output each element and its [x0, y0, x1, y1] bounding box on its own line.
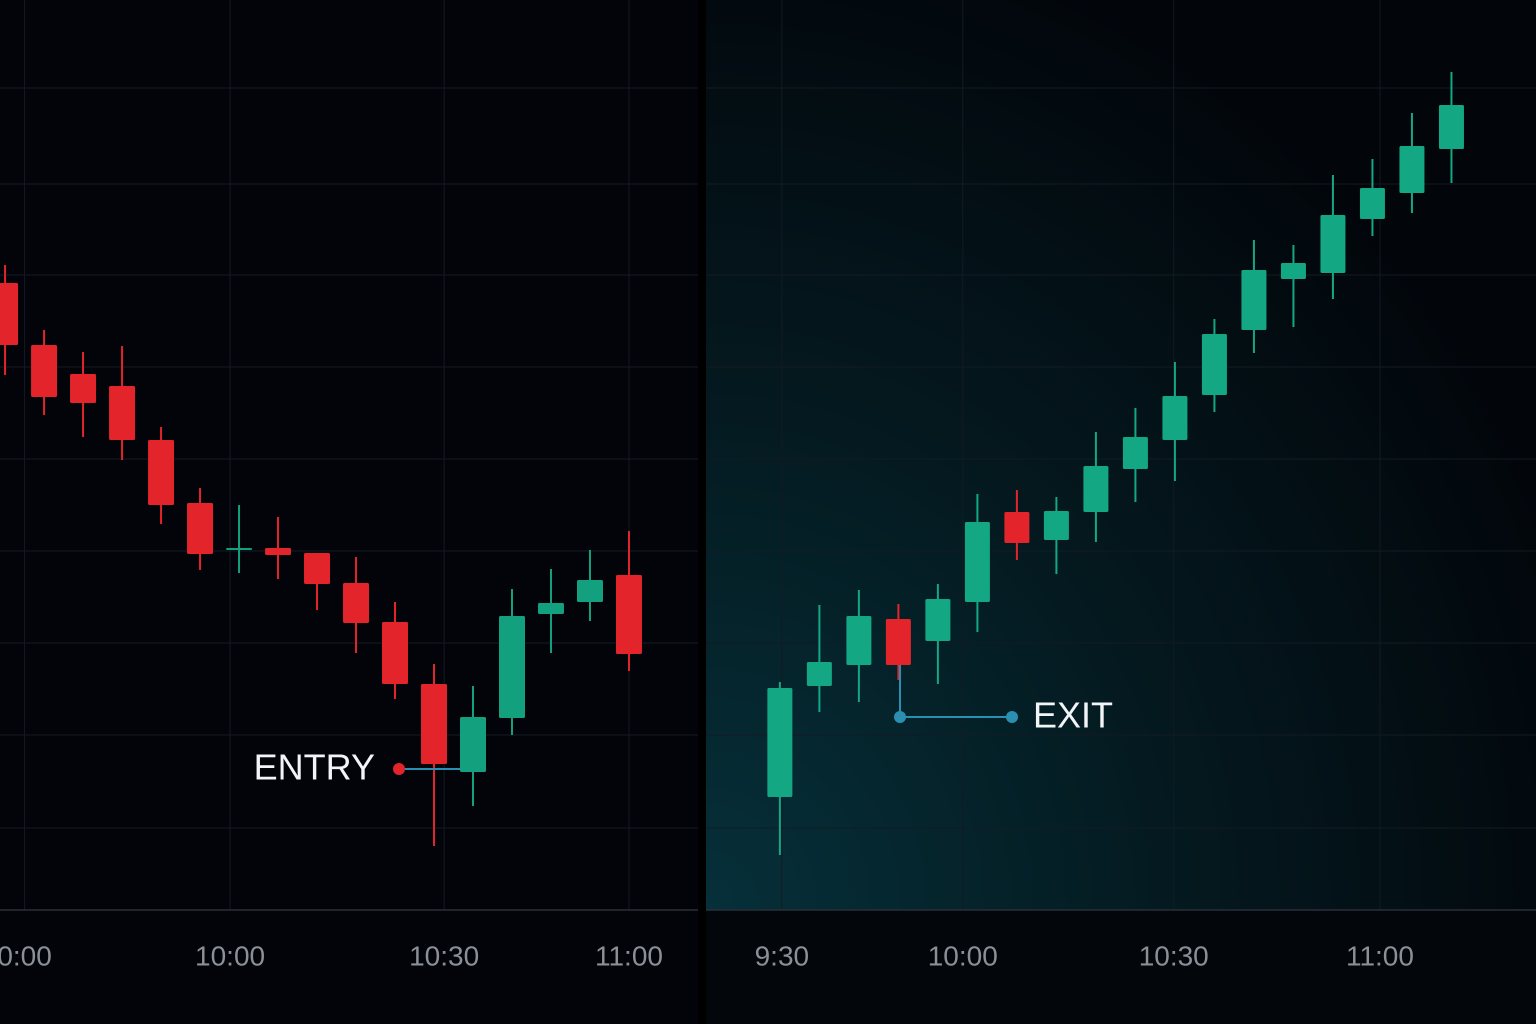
candle-body	[70, 374, 97, 403]
candle-body	[460, 717, 487, 772]
candle-body	[148, 440, 175, 505]
candle-body	[537, 603, 564, 614]
x-tick-label: 9:30	[755, 940, 810, 971]
candle-body	[498, 616, 525, 718]
candle-body	[1043, 511, 1069, 540]
candle-body	[304, 553, 331, 584]
x-tick-label: 0:00	[0, 940, 52, 971]
x-tick-label: 10:00	[928, 940, 998, 971]
candle-body	[1438, 105, 1464, 149]
x-tick-label: 10:30	[1139, 940, 1209, 971]
candle-body	[343, 583, 370, 623]
candle-body	[806, 662, 832, 686]
candle-body	[1320, 215, 1346, 273]
candle-body	[615, 575, 642, 654]
entry-dot	[393, 763, 405, 775]
exit-dot	[894, 711, 906, 723]
candle-body	[1241, 270, 1267, 330]
entry-label: ENTRY	[254, 747, 375, 788]
left-chart: 0:00 10:00 10:30 11:00	[0, 0, 698, 971]
candle-body	[109, 386, 136, 440]
x-tick-label: 10:00	[195, 940, 265, 971]
candle-body	[1083, 466, 1109, 512]
candle-body	[1280, 263, 1306, 279]
candle-body	[846, 616, 872, 665]
x-tick-label: 11:00	[1346, 940, 1414, 971]
candle-body	[1004, 512, 1030, 543]
candle-body	[1399, 146, 1425, 193]
x-tick-label: 10:30	[409, 940, 479, 971]
candle-body	[885, 619, 911, 665]
exit-annotation: EXIT	[894, 665, 1113, 736]
candle-body	[421, 684, 448, 764]
exit-label: EXIT	[1033, 695, 1113, 736]
candle-body	[576, 580, 603, 602]
candle-body	[767, 688, 793, 797]
candle-body	[1201, 334, 1227, 395]
right-panel	[706, 0, 1536, 910]
candle-body	[226, 548, 253, 550]
candle-body	[265, 548, 292, 555]
left-panel	[0, 0, 698, 1024]
x-tick-label: 11:00	[595, 940, 663, 971]
candle-body	[187, 503, 214, 554]
candle-body	[1122, 437, 1148, 469]
entry-annotation: ENTRY	[254, 747, 460, 788]
right-chart: 9:30 10:00 10:30 11:00	[706, 0, 1536, 971]
candle-body	[382, 622, 409, 684]
candle-body	[1359, 188, 1385, 219]
candle-body	[1162, 396, 1188, 440]
candle-body	[0, 283, 19, 345]
candle-body	[925, 599, 951, 641]
right-axis-band	[706, 910, 1536, 1024]
candle-body	[31, 345, 58, 397]
candle-body	[964, 522, 990, 602]
exit-dot	[1006, 711, 1018, 723]
divider	[698, 0, 706, 1024]
